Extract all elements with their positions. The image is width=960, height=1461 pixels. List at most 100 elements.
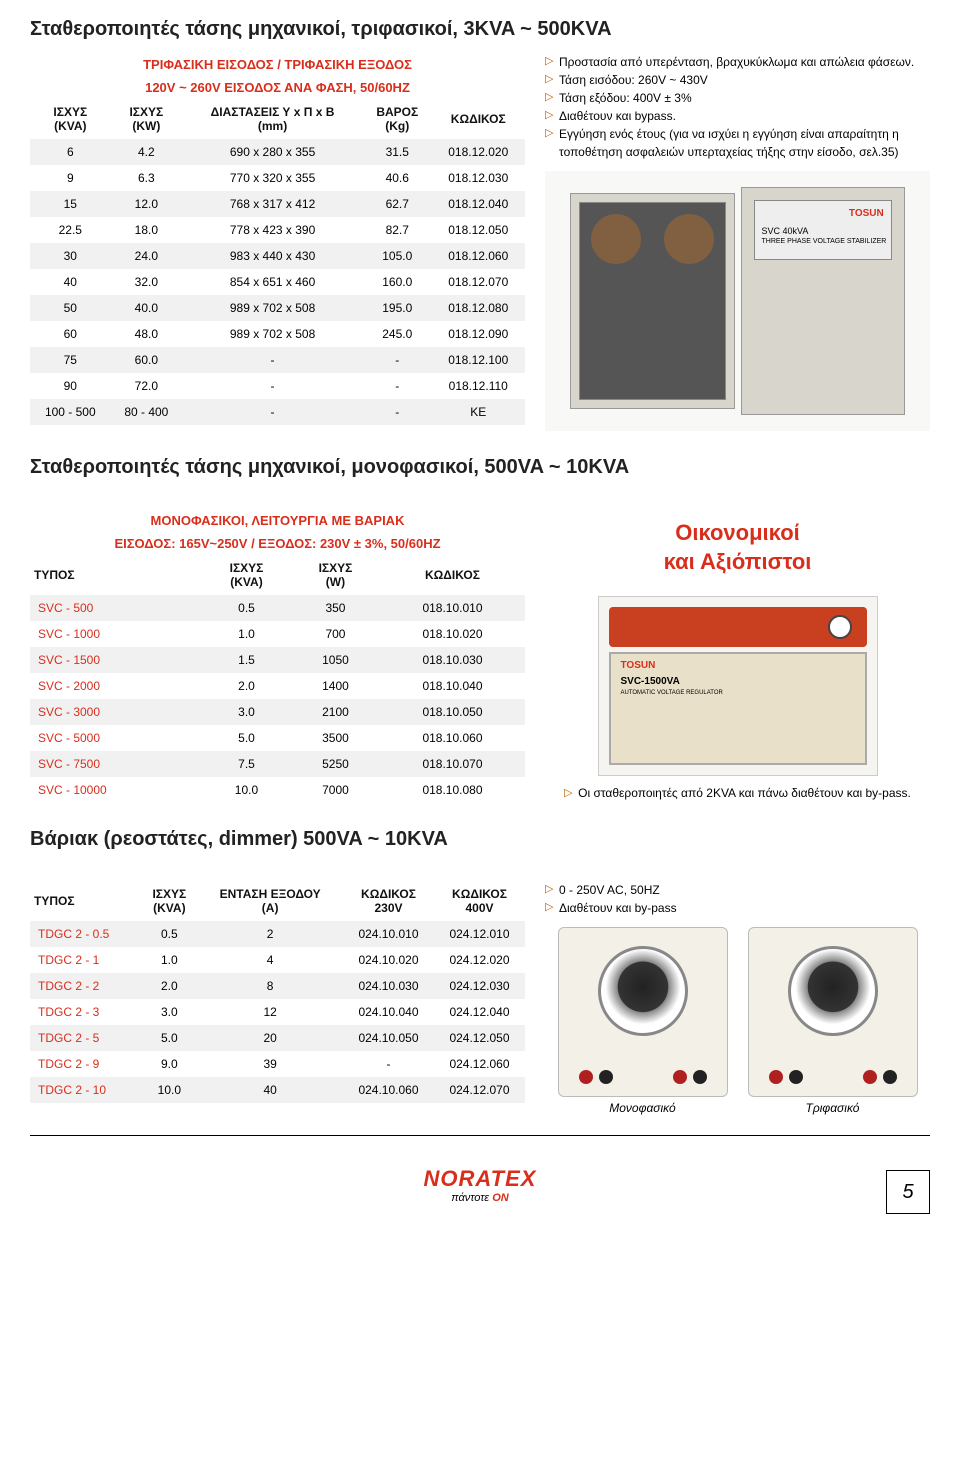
table-row: SVC - 15001.51050018.10.030 xyxy=(30,647,525,673)
bullet-item: Διαθέτουν και by-pass xyxy=(545,899,930,917)
table-cell: 80 - 400 xyxy=(111,399,182,425)
footer-logo: NORATEX πάντοτε ON xyxy=(424,1166,537,1204)
bullet-item: Εγγύηση ενός έτους (για να ισχύει η εγγύ… xyxy=(545,125,930,161)
table-header: ΔΙΑΣΤΑΣΕΙΣ Υ x Π x Β (mm) xyxy=(182,99,363,139)
table-cell: 018.12.030 xyxy=(432,165,526,191)
table-cell: 10.0 xyxy=(202,777,291,803)
table-cell: 22.5 xyxy=(30,217,111,243)
table-cell: SVC - 3000 xyxy=(30,699,202,725)
table-cell: SVC - 10000 xyxy=(30,777,202,803)
table-header: ΙΣΧΥΣ (KVA) xyxy=(202,555,291,595)
bullet-item: Τάση εισόδου: 260V ~ 430V xyxy=(545,71,930,89)
table-cell: 40 xyxy=(30,269,111,295)
section1-subtitle1: ΤΡΙΦΑΣΙΚΗ ΕΙΣΟΔΟΣ / ΤΡΙΦΑΣΙΚΗ ΕΞΟΔΟΣ xyxy=(30,53,525,76)
table-cell: 989 x 702 x 508 xyxy=(182,321,363,347)
table-cell: 018.12.040 xyxy=(432,191,526,217)
table-cell: 018.12.070 xyxy=(432,269,526,295)
table-cell: 983 x 440 x 430 xyxy=(182,243,363,269)
table-cell: 024.12.020 xyxy=(434,947,525,973)
variac-tri-image xyxy=(748,927,918,1097)
table-cell: 20 xyxy=(197,1025,343,1051)
table-cell: 39 xyxy=(197,1051,343,1077)
variac-label-right: Τριφασικό xyxy=(748,1101,918,1115)
section2-subtitle1: ΜΟΝΟΦΑΣΙΚΟΙ, ΛΕΙΤΟΥΡΓΙΑ ΜΕ ΒΑΡΙΑΚ xyxy=(30,509,525,532)
table-row: TDGC 2 - 0.50.52024.10.010024.12.010 xyxy=(30,921,525,947)
section1-title: Σταθεροποιητές τάσης μηχανικοί, τριφασικ… xyxy=(30,18,930,41)
table-row: 3024.0983 x 440 x 430105.0018.12.060 xyxy=(30,243,525,269)
section2-note: Οι σταθεροποιητές από 2KVA και πάνω διαθ… xyxy=(564,786,911,800)
table-cell: SVC - 500 xyxy=(30,595,202,621)
table-cell: 024.12.050 xyxy=(434,1025,525,1051)
table-cell: 024.12.040 xyxy=(434,999,525,1025)
table-cell: 31.5 xyxy=(363,139,431,165)
table-cell: 48.0 xyxy=(111,321,182,347)
section2-title: Σταθεροποιητές τάσης μηχανικοί, μονοφασι… xyxy=(30,456,930,479)
table-cell: 40.0 xyxy=(111,295,182,321)
table-cell: 018.12.110 xyxy=(432,373,526,399)
table-cell: 768 x 317 x 412 xyxy=(182,191,363,217)
variac-mono-image xyxy=(558,927,728,1097)
table-cell: TDGC 2 - 3 xyxy=(30,999,141,1025)
table-cell: 018.10.060 xyxy=(380,725,525,751)
table-cell: 3500 xyxy=(291,725,380,751)
table-cell: - xyxy=(363,399,431,425)
bullet-item: Διαθέτουν και bypass. xyxy=(545,107,930,125)
table-cell: 32.0 xyxy=(111,269,182,295)
table-row: 6048.0989 x 702 x 508245.0018.12.090 xyxy=(30,321,525,347)
table-cell: 770 x 320 x 355 xyxy=(182,165,363,191)
table-row: TDGC 2 - 22.08024.10.030024.12.030 xyxy=(30,973,525,999)
table-cell: 1050 xyxy=(291,647,380,673)
table-cell: 10.0 xyxy=(141,1077,197,1103)
table-cell: SVC - 5000 xyxy=(30,725,202,751)
table-cell: - xyxy=(182,373,363,399)
table-row: SVC - 30003.02100018.10.050 xyxy=(30,699,525,725)
table-cell: 5.0 xyxy=(141,1025,197,1051)
callout-line1: Οικονομικοί xyxy=(675,520,800,545)
table-row: SVC - 50005.03500018.10.060 xyxy=(30,725,525,751)
table-cell: 690 x 280 x 355 xyxy=(182,139,363,165)
table-row: 4032.0854 x 651 x 460160.0018.12.070 xyxy=(30,269,525,295)
table-cell: ΚΕ xyxy=(432,399,526,425)
table-cell: 195.0 xyxy=(363,295,431,321)
table-header: ΤΥΠΟΣ xyxy=(30,555,202,595)
table-header: ΙΣΧΥΣ (KW) xyxy=(111,99,182,139)
table-section1: ΙΣΧΥΣ (KVA)ΙΣΧΥΣ (KW)ΔΙΑΣΤΑΣΕΙΣ Υ x Π x … xyxy=(30,99,525,425)
table-cell: 40.6 xyxy=(363,165,431,191)
table-cell: 2100 xyxy=(291,699,380,725)
table-cell: SVC - 1000 xyxy=(30,621,202,647)
table-cell: 60 xyxy=(30,321,111,347)
table-cell: 8 xyxy=(197,973,343,999)
table-header: ΙΣΧΥΣ (KVA) xyxy=(30,99,111,139)
table-section2: ΤΥΠΟΣΙΣΧΥΣ (KVA)ΙΣΧΥΣ (W)ΚΩΔΙΚΟΣ SVC - 5… xyxy=(30,555,525,803)
table-row: 9072.0--018.12.110 xyxy=(30,373,525,399)
table-cell: 245.0 xyxy=(363,321,431,347)
table-cell: 82.7 xyxy=(363,217,431,243)
table-cell: 90 xyxy=(30,373,111,399)
table-cell: 024.12.070 xyxy=(434,1077,525,1103)
table-cell: 7.5 xyxy=(202,751,291,777)
table-cell: 018.10.010 xyxy=(380,595,525,621)
table-cell: 2 xyxy=(197,921,343,947)
table-row: 64.2690 x 280 x 35531.5018.12.020 xyxy=(30,139,525,165)
bullet-item: Τάση εξόδου: 400V ± 3% xyxy=(545,89,930,107)
table-cell: 854 x 651 x 460 xyxy=(182,269,363,295)
table-cell: 60.0 xyxy=(111,347,182,373)
table-row: 7560.0--018.12.100 xyxy=(30,347,525,373)
tagline-pre: πάντοτε xyxy=(451,1192,492,1204)
table-cell: 018.12.100 xyxy=(432,347,526,373)
table-cell: 105.0 xyxy=(363,243,431,269)
section3-title: Βάριακ (ρεοστάτες, dimmer) 500VA ~ 10KVA xyxy=(30,828,930,851)
table-cell: 40 xyxy=(197,1077,343,1103)
table-cell: TDGC 2 - 2 xyxy=(30,973,141,999)
table-cell: 72.0 xyxy=(111,373,182,399)
table-row: TDGC 2 - 1010.040024.10.060024.12.070 xyxy=(30,1077,525,1103)
table-cell: SVC - 2000 xyxy=(30,673,202,699)
table-cell: 0.5 xyxy=(202,595,291,621)
table-cell: 0.5 xyxy=(141,921,197,947)
table-cell: - xyxy=(182,399,363,425)
table-cell: 018.12.060 xyxy=(432,243,526,269)
table-cell: 9 xyxy=(30,165,111,191)
table-cell: TDGC 2 - 10 xyxy=(30,1077,141,1103)
section2-subtitle2: ΕΙΣΟΔΟΣ: 165V~250V / ΕΞΟΔΟΣ: 230V ± 3%, … xyxy=(30,532,525,555)
callout-line2: και Αξιόπιστοι xyxy=(664,549,812,574)
